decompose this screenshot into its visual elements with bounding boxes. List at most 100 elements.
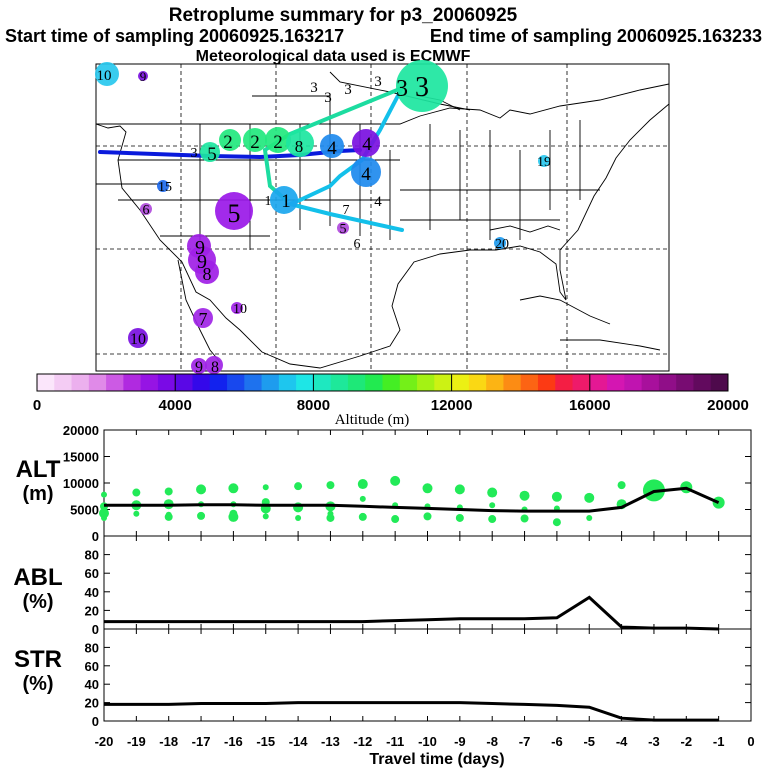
alt-panel: 0 5000 10000 15000 20000 xyxy=(63,423,752,544)
plume-5-circle-large xyxy=(215,192,253,230)
y-tick-label: 20 xyxy=(85,603,99,618)
alt-scatter-point xyxy=(391,515,400,524)
y-tick-label: 10000 xyxy=(63,476,99,491)
alt-scatter-point xyxy=(487,487,498,498)
plume-5-circle-small xyxy=(337,222,349,234)
y-tick-label: 0 xyxy=(92,529,99,544)
colorbar-ticks: 0 4000 8000 12000 16000 20000 xyxy=(33,374,749,414)
plume-4-label-c: 4 xyxy=(361,164,371,185)
plume-19-label: 19 xyxy=(537,155,551,170)
alt-scatter-point xyxy=(520,514,529,523)
x-tick-label: -14 xyxy=(289,734,309,749)
colorbar-cell xyxy=(261,374,280,391)
abl-panel-label: ABL xyxy=(13,564,62,591)
colorbar-cell xyxy=(468,374,487,391)
colorbar-cell xyxy=(451,374,470,391)
alt-scatter-point xyxy=(712,496,725,509)
colorbar-cell xyxy=(693,374,712,391)
x-tick-label: -6 xyxy=(551,734,563,749)
x-tick-label: -1 xyxy=(713,734,725,749)
alt-scatter-point xyxy=(586,514,593,521)
colorbar-title: Altitude (m) xyxy=(335,412,410,428)
y-tick-label: 15000 xyxy=(63,450,99,465)
plume-3e-label: 3 xyxy=(324,90,332,106)
plume-3d-label: 3 xyxy=(344,82,352,98)
plume-5-label-a: 5 xyxy=(207,144,217,165)
x-tick-label: -13 xyxy=(321,734,340,749)
colorbar-cell xyxy=(209,374,228,391)
alt-series-line xyxy=(104,486,720,513)
colorbar-cell xyxy=(607,374,625,391)
x-tick-label: -8 xyxy=(486,734,498,749)
str-series-line xyxy=(104,701,719,722)
plume-4-label-d: 4 xyxy=(374,194,382,210)
colorbar-cell xyxy=(399,374,418,391)
colorbar-cell xyxy=(555,374,574,391)
y-tick-label: 80 xyxy=(85,640,99,655)
panel-content: 0 5000 10000 15000 20000 0 20 40 60 80 0 20 40 60 80 xyxy=(63,423,752,729)
alt-scatter-point xyxy=(455,513,464,522)
x-tick-label: -3 xyxy=(648,734,660,749)
x-tick-label: -18 xyxy=(159,734,178,749)
x-tick-label: -4 xyxy=(616,734,628,749)
plume-9-label-nw: 9 xyxy=(140,69,147,84)
alt-scatter-point xyxy=(133,510,140,517)
plume-small-nw-circle xyxy=(138,71,148,81)
plume-7-circle xyxy=(193,308,213,328)
x-axis: -20 -19 -18 -17 -16 -15 -14 -13 -12 -11 -10 -9 -8 -7-… xyxy=(95,734,755,749)
colorbar-cell xyxy=(88,374,107,391)
colorbar-cell xyxy=(537,374,556,391)
plume-markers: 3 3 3 3 3 3 10 9 2 2 2 8 5 3 4 4 xyxy=(95,60,551,376)
alt-scatter-point xyxy=(295,514,302,521)
plume-5-label-large: 5 xyxy=(228,199,241,228)
alt-scatter-point xyxy=(326,481,335,490)
colorbar-cell xyxy=(175,374,193,391)
alt-scatter-point xyxy=(164,512,173,521)
colorbar-cell xyxy=(278,374,297,391)
colorbar-cell xyxy=(434,374,453,391)
alt-scatter-point xyxy=(552,518,561,527)
colorbar-cell xyxy=(676,374,694,391)
plume-20-circle xyxy=(494,237,506,249)
colorbar-cell xyxy=(365,374,383,391)
colorbar-tick-label: 16000 xyxy=(569,397,611,414)
x-tick-label: -12 xyxy=(353,734,372,749)
colorbar-tick-label: 20000 xyxy=(707,397,749,414)
plume-4-circle-b xyxy=(352,129,380,157)
y-tick-label: 40 xyxy=(85,585,99,600)
colorbar-cell xyxy=(106,374,124,391)
alt-scatter-point xyxy=(262,484,269,491)
abl-panel-unit: (%) xyxy=(22,591,53,613)
alt-scatter-point xyxy=(489,502,496,509)
alt-scatter-point xyxy=(164,487,173,496)
x-tick-label: -19 xyxy=(127,734,146,749)
plume-10-label: 10 xyxy=(130,331,146,348)
x-tick-label: -20 xyxy=(95,734,114,749)
str-panel-label: STR xyxy=(14,646,62,673)
plume-9-label-a: 9 xyxy=(195,237,205,259)
alt-scatter-point xyxy=(358,512,367,521)
colorbar-cell xyxy=(244,374,263,391)
colorbar-cell xyxy=(658,374,677,391)
alt-scatter-point xyxy=(359,495,366,502)
plume-9-circle-south xyxy=(191,358,207,374)
x-tick-label: -17 xyxy=(192,734,211,749)
colorbar-cell xyxy=(330,374,349,391)
x-tick-label: -10 xyxy=(418,734,437,749)
plume-10-circle xyxy=(128,328,148,348)
colorbar-cell xyxy=(296,374,314,391)
colorbar-cell xyxy=(347,374,366,391)
plume-20-label: 20 xyxy=(495,237,509,252)
y-tick-label: 0 xyxy=(92,714,99,729)
colorbar-cell xyxy=(227,374,245,391)
x-tick-label: 0 xyxy=(747,734,754,749)
colorbar-cell xyxy=(641,374,660,391)
y-tick-label: 60 xyxy=(85,659,99,674)
plume-9-circle-c xyxy=(195,260,219,284)
map-gridlines xyxy=(96,64,669,371)
x-tick-label: -16 xyxy=(224,734,243,749)
colorbar-tick-label: 12000 xyxy=(431,397,473,414)
abl-series-line xyxy=(104,595,719,631)
plume-2-circle-c xyxy=(265,127,291,153)
